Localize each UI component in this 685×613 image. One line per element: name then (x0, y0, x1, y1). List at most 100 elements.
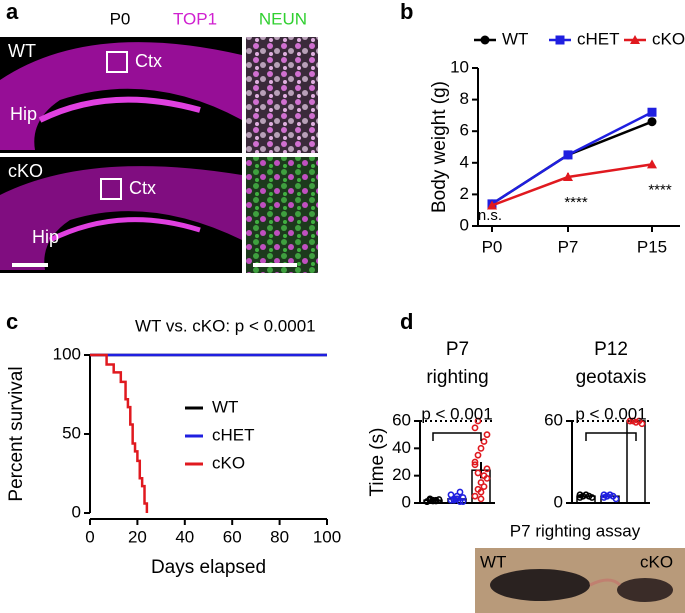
cortex-cko (0, 166, 242, 270)
point (563, 172, 573, 182)
data-point (474, 417, 482, 425)
data-point (480, 483, 488, 490)
mouse-cko (617, 578, 673, 602)
region-label: Hip (32, 227, 59, 247)
tail (589, 578, 622, 587)
bracket (432, 432, 482, 441)
panel-label: d (400, 309, 413, 334)
y-tick-label: 8 (460, 89, 469, 108)
hippocampus-cko (48, 217, 201, 243)
mouse-wt (490, 569, 590, 601)
chart-title: geotaxis (576, 367, 647, 388)
x-tick-label: 60 (223, 527, 242, 546)
data-point (447, 491, 455, 499)
bracket (585, 432, 637, 441)
legend-label: cKO (212, 453, 245, 472)
series-line (491, 120, 653, 205)
legend-label: cKO (652, 29, 685, 48)
row-label: cKO (8, 161, 43, 181)
y-tick-label: 60 (544, 410, 563, 429)
data-point (638, 420, 646, 428)
data-point (456, 488, 464, 496)
x-tick-label: P0 (482, 237, 503, 256)
roi-box (106, 51, 128, 73)
point (563, 150, 573, 160)
hippocampus-wt (38, 96, 201, 123)
data-point (576, 491, 584, 499)
series-line (90, 353, 149, 513)
x-tick-label: 100 (313, 527, 341, 546)
photo-title: P7 righting assay (510, 521, 641, 540)
x-tick-label: 40 (175, 527, 194, 546)
legend-label: WT (212, 397, 238, 416)
data-point (626, 417, 634, 425)
y-tick-label: 6 (460, 121, 469, 140)
legend-label: cHET (212, 425, 255, 444)
photo-label: cKO (640, 552, 673, 571)
point (647, 107, 657, 117)
y-axis-label: Body weight (g) (429, 81, 450, 213)
x-tick-label: 20 (128, 527, 147, 546)
data-point (471, 424, 479, 432)
header: NEUN (259, 9, 307, 28)
photo: P7 righting assay WT cKO (475, 521, 685, 613)
data-point (612, 495, 620, 503)
region-label: Ctx (135, 51, 162, 71)
legend-marker (630, 35, 640, 44)
data-point (471, 492, 479, 500)
point (647, 159, 657, 169)
zoom-cko (246, 157, 318, 273)
x-tick-label: 0 (85, 527, 94, 546)
y-tick-label: 40 (392, 438, 411, 457)
region-label: Hip (10, 104, 37, 124)
panel-label: c (6, 309, 18, 334)
data-point (477, 444, 485, 452)
chart-title: righting (426, 367, 488, 388)
panel-label: a (6, 0, 19, 24)
data-point (471, 461, 479, 469)
data-point (474, 469, 482, 477)
data-point (588, 494, 596, 501)
chart-title: P12 (594, 339, 628, 360)
legend-marker (555, 35, 565, 45)
y-axis-label: Percent survival (6, 366, 27, 501)
y-tick-label: 0 (402, 492, 411, 511)
legend-label: WT (502, 29, 528, 48)
x-tick-label: P15 (637, 237, 667, 256)
roi-box (100, 178, 122, 200)
y-tick-label: 4 (460, 152, 469, 171)
zoom-wt (246, 37, 318, 153)
data-point (453, 495, 461, 503)
y-tick-label: 100 (53, 344, 81, 363)
data-point (483, 431, 491, 439)
data-point (471, 458, 479, 466)
y-tick-label: 2 (460, 184, 469, 203)
legend-marker (480, 35, 490, 45)
header: TOP1 (173, 9, 217, 28)
y-tick-label: 20 (392, 465, 411, 484)
annotation: p < 0.001 (575, 404, 646, 423)
chart-title: P7 (446, 339, 469, 360)
x-tick-label: 80 (270, 527, 289, 546)
data-point (603, 492, 611, 500)
header: P0 (110, 9, 131, 28)
photo-label: WT (480, 552, 506, 571)
data-point (477, 495, 485, 503)
row-label: WT (8, 41, 36, 61)
data-point (480, 438, 488, 445)
panel-label: b (400, 0, 413, 24)
chart-title: WT vs. cKO: p < 0.0001 (135, 316, 316, 335)
data-point (483, 474, 491, 482)
y-axis-label: Time (s) (367, 428, 388, 497)
data-point (459, 494, 467, 501)
y-tick-label: 60 (392, 410, 411, 429)
point (647, 117, 657, 127)
annotation: **** (648, 181, 672, 198)
data-point (432, 497, 440, 505)
y-tick-label: 0 (460, 215, 469, 234)
annotation: n.s. (478, 207, 502, 224)
data-point (474, 451, 482, 459)
data-point (483, 465, 491, 473)
y-tick-label: 50 (62, 423, 81, 442)
